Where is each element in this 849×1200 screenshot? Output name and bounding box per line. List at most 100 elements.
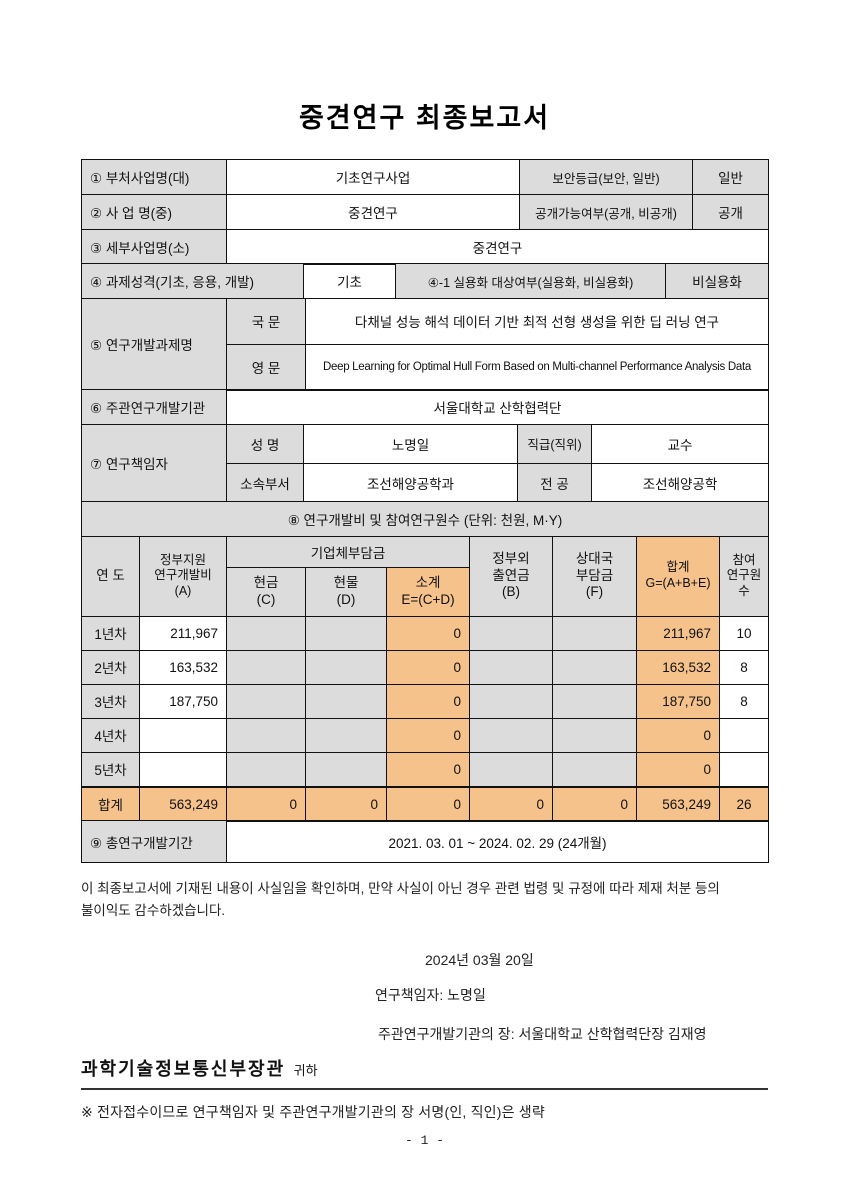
total-cell: 0 [636, 751, 720, 787]
table-row: ⑧ 연구개발비 및 참여연구원수 (단위: 천원, M·Y) [81, 501, 769, 537]
nongov-cell [469, 717, 553, 753]
project-title-label: ⑤ 연구개발과제명 [81, 297, 227, 391]
minister-address-line: 과학기술정보통신부장관 귀하 [81, 1055, 768, 1091]
gov-fund-cell [139, 717, 227, 753]
inkind-total-cell: 0 [305, 785, 387, 822]
year-cell: 4년차 [81, 717, 140, 753]
col-header-members: 참여 연구원수 [719, 535, 769, 617]
commercialization-label: ④-1 실용화 대상여부(실용화, 비실용화) [395, 263, 666, 299]
col-header-counterpart-fund: 상대국 부담금 (F) [552, 535, 637, 617]
total-cell: 0 [636, 717, 720, 753]
counterpart-cell [552, 751, 637, 787]
lead-institution-label: ⑥ 주관연구개발기관 [81, 389, 227, 425]
gov-fund-cell [139, 751, 227, 787]
table-row: ⑨ 총연구개발기간 2021. 03. 01 ~ 2024. 02. 29 (2… [81, 820, 769, 863]
info-table-detail-program: ③ 세부사업명(소) 중견연구 [81, 228, 769, 265]
pi-dept-value: 조선해양공학과 [303, 462, 518, 503]
budget-row-year1: 1년차 211,967 0 211,967 10 [81, 615, 769, 651]
security-grade-value: 일반 [692, 159, 769, 195]
inkind-cell [305, 751, 387, 787]
ministry-program-value: 기초연구사업 [226, 159, 520, 195]
table-row: ④ 과제성격(기초, 응용, 개발) 기초 ④-1 실용화 대상여부(실용화, … [81, 263, 769, 299]
budget-band-title: ⑧ 연구개발비 및 참여연구원수 (단위: 천원, M·Y) [81, 501, 769, 537]
subtotal-cell: 0 [386, 649, 470, 685]
detail-program-label: ③ 세부사업명(소) [81, 228, 227, 265]
program-name-value: 중견연구 [226, 194, 520, 230]
gov-fund-cell: 211,967 [139, 615, 227, 651]
col-header-grand-total: 합계 G=(A+B+E) [636, 535, 720, 617]
table-row: ⑥ 주관연구개발기관 서울대학교 산학협력단 [81, 389, 769, 425]
cash-total-cell: 0 [226, 785, 306, 822]
detail-program-value: 중견연구 [226, 228, 769, 265]
pi-name-value: 노명일 [303, 423, 518, 464]
pi-major-value: 조선해양공학 [591, 462, 769, 503]
budget-header-row: 연 도 정부지원 연구개발비 (A) 기업체부담금 정부외 출연금 (B) 상대… [81, 535, 769, 617]
program-name-label: ② 사 업 명(중) [81, 194, 227, 230]
cash-cell [226, 717, 306, 753]
col-header-gov-fund: 정부지원 연구개발비 (A) [139, 535, 227, 617]
info-table-lead-institution: ⑥ 주관연구개발기관 서울대학교 산학협력단 [81, 389, 769, 425]
lead-institution-value: 서울대학교 산학협력단 [226, 389, 769, 425]
counterpart-cell [552, 683, 637, 719]
english-title-label: 영 문 [226, 343, 306, 391]
table-row: ③ 세부사업명(소) 중견연구 [81, 228, 769, 265]
cash-cell [226, 615, 306, 651]
inkind-cell [305, 649, 387, 685]
members-cell: 10 [719, 615, 769, 651]
pi-name-label: 성 명 [226, 423, 304, 464]
budget-band: ⑧ 연구개발비 및 참여연구원수 (단위: 천원, M·Y) [81, 501, 769, 537]
inkind-cell [305, 717, 387, 753]
period-value: 2021. 03. 01 ~ 2024. 02. 29 (24개월) [226, 820, 769, 863]
table-row: 소속부서 조선해양공학과 전 공 조선해양공학 [82, 462, 769, 503]
budget-header-row2: 현금 (C) 현물 (D) 소계 E=(C+D) [82, 566, 769, 617]
budget-row-year4: 4년차 0 0 [81, 717, 769, 753]
members-total-cell: 26 [719, 785, 769, 822]
minister-honorific: 귀하 [293, 1063, 318, 1079]
members-cell [719, 717, 769, 753]
institution-head-signature-line: 주관연구개발기관의 장: 서울대학교 산학협력단장 김재영 [378, 1026, 707, 1043]
total-cell: 211,967 [636, 615, 720, 651]
col-header-cash: 현금 (C) [226, 566, 306, 617]
grand-total-cell: 563,249 [636, 785, 720, 822]
counterpart-cell [552, 615, 637, 651]
col-header-year: 연 도 [81, 535, 140, 617]
pledge-text: 이 최종보고서에 기재된 내용이 사실임을 확인하며, 만약 사실이 아닌 경우… [81, 881, 720, 918]
total-cell: 187,750 [636, 683, 720, 719]
cash-cell [226, 751, 306, 787]
pi-signature-line: 연구책임자: 노명일 [375, 987, 486, 1004]
table-row: ② 사 업 명(중) 중견연구 공개가능여부(공개, 비공개) 공개 [81, 194, 769, 230]
electronic-submission-note: ※ 전자접수이므로 연구책임자 및 주관연구개발기관의 장 서명(인, 직인)은… [81, 1104, 545, 1121]
pi-rank-label: 직급(직위) [517, 423, 592, 464]
counterpart-total-cell: 0 [552, 785, 637, 822]
page-number: - 1 - [404, 1133, 444, 1148]
info-table-top: ① 부처사업명(대) 기초연구사업 보안등급(보안, 일반) 일반 ② 사 업 … [81, 159, 769, 230]
total-label-cell: 합계 [81, 785, 140, 822]
inkind-cell [305, 683, 387, 719]
year-cell: 1년차 [81, 615, 140, 651]
project-type-label: ④ 과제성격(기초, 응용, 개발) [81, 263, 304, 299]
info-table-project-type: ④ 과제성격(기초, 응용, 개발) 기초 ④-1 실용화 대상여부(실용화, … [81, 263, 769, 299]
pi-label: ⑦ 연구책임자 [81, 423, 227, 503]
gov-fund-cell: 163,532 [139, 649, 227, 685]
pi-rank-value: 교수 [591, 423, 769, 464]
ministry-program-label: ① 부처사업명(대) [81, 159, 227, 195]
report-body: ① 부처사업명(대) 기초연구사업 보안등급(보안, 일반) 일반 ② 사 업 … [81, 159, 769, 1122]
disclosure-value: 공개 [692, 194, 769, 230]
subtotal-cell: 0 [386, 717, 470, 753]
subtotal-cell: 0 [386, 615, 470, 651]
members-cell [719, 751, 769, 787]
inkind-cell [305, 615, 387, 651]
cash-cell [226, 683, 306, 719]
year-cell: 5년차 [81, 751, 140, 787]
page-title: 중견연구 최종보고서 [298, 103, 551, 133]
minister-title: 과학기술정보통신부장관 [81, 1059, 286, 1080]
col-header-company-share: 기업체부담금 [226, 535, 470, 568]
cash-cell [226, 649, 306, 685]
budget-row-year2: 2년차 163,532 0 163,532 8 [81, 649, 769, 685]
period-label: ⑨ 총연구개발기간 [81, 820, 227, 863]
info-table-period: ⑨ 총연구개발기간 2021. 03. 01 ~ 2024. 02. 29 (2… [81, 820, 769, 863]
security-grade-label: 보안등급(보안, 일반) [519, 159, 693, 195]
gov-fund-cell: 187,750 [139, 683, 227, 719]
table-row: ① 부처사업명(대) 기초연구사업 보안등급(보안, 일반) 일반 [81, 159, 769, 195]
col-header-subtotal: 소계 E=(C+D) [386, 566, 470, 617]
